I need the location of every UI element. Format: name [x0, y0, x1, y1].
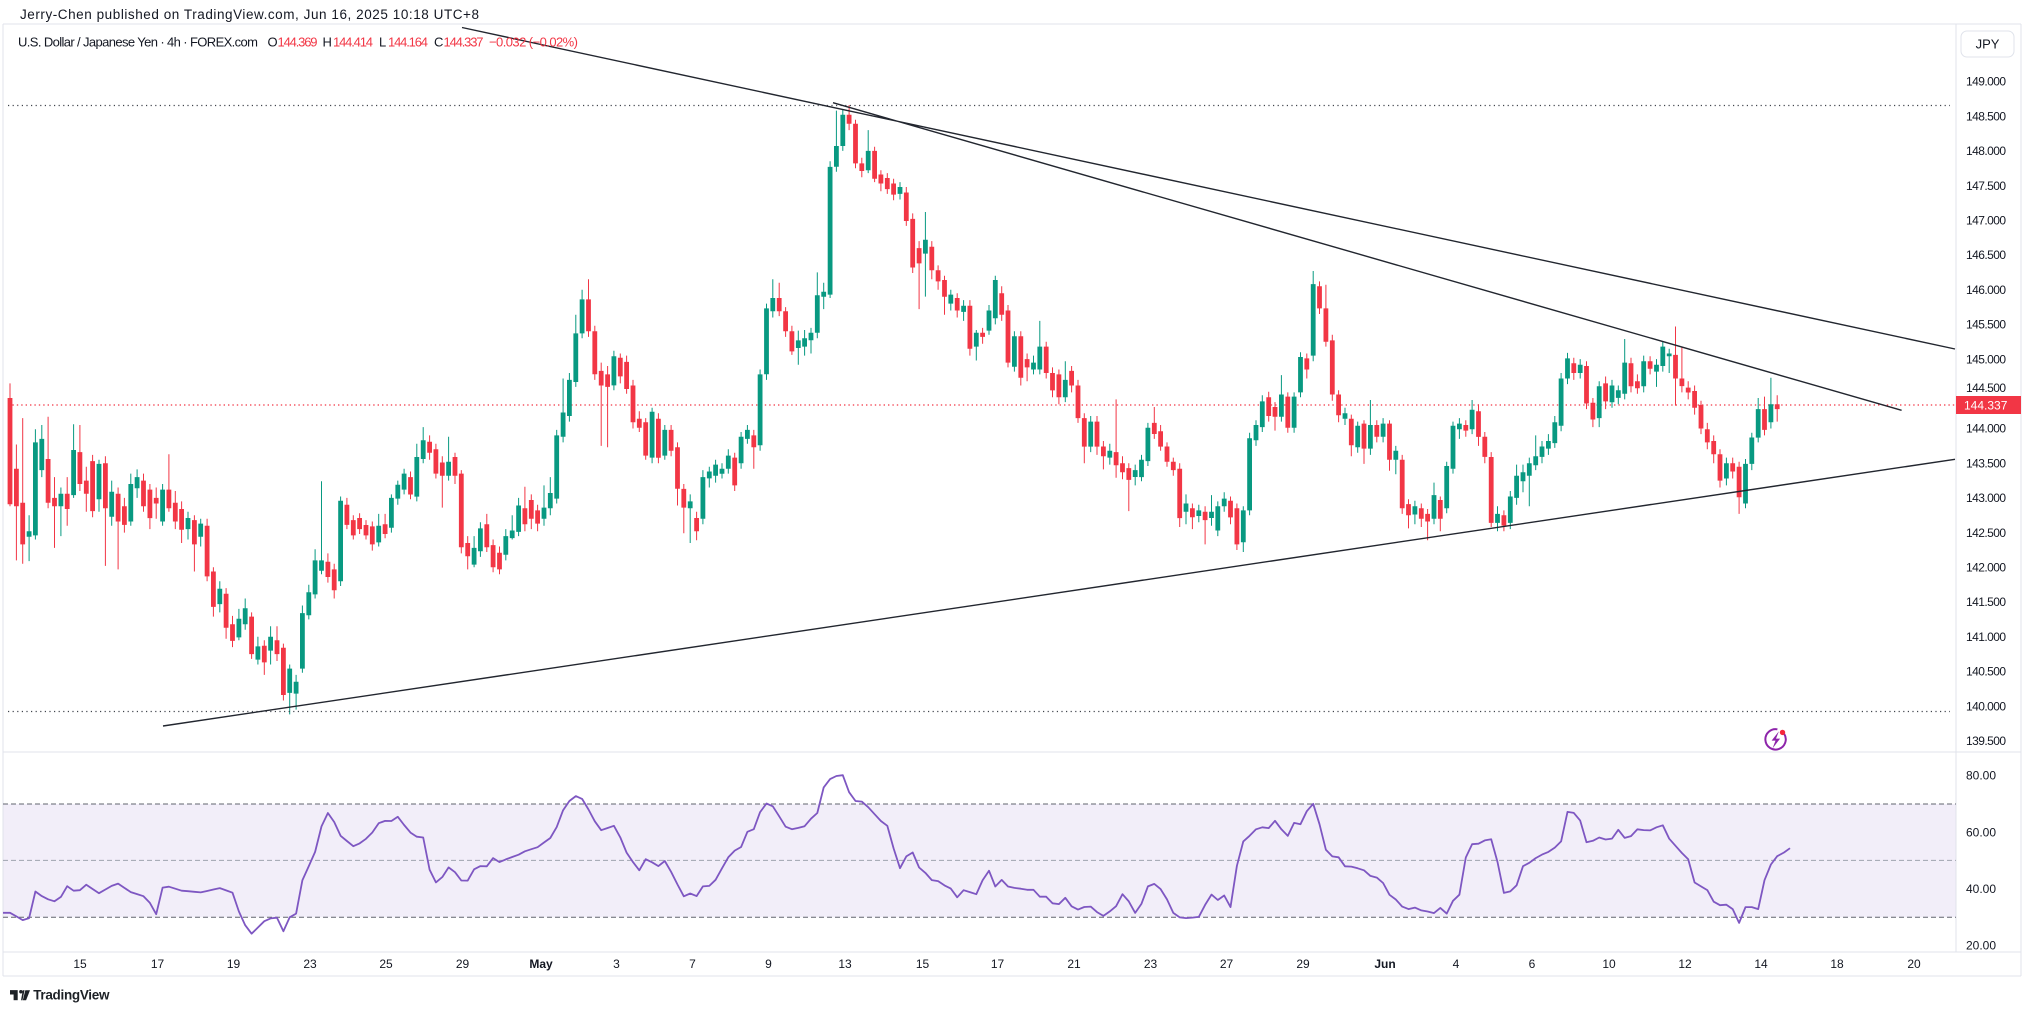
svg-text:−0.032 (−0.02%): −0.032 (−0.02%): [489, 35, 578, 50]
svg-text:145.500: 145.500: [1966, 318, 2006, 332]
svg-text:20.00: 20.00: [1966, 939, 1996, 953]
svg-text:L: L: [379, 35, 386, 50]
svg-text:Jerry-Chen published on Tradin: Jerry-Chen published on TradingView.com,…: [20, 7, 479, 22]
svg-text:139.500: 139.500: [1966, 734, 2006, 748]
svg-text:141.500: 141.500: [1966, 595, 2006, 609]
svg-text:148.500: 148.500: [1966, 109, 2006, 123]
svg-text:147.500: 147.500: [1966, 179, 2006, 193]
svg-text:15: 15: [73, 957, 87, 971]
svg-text:Jun: Jun: [1374, 957, 1395, 971]
svg-text:142.500: 142.500: [1966, 526, 2006, 540]
svg-text:15: 15: [916, 957, 930, 971]
svg-text:21: 21: [1067, 957, 1081, 971]
svg-text:23: 23: [303, 957, 317, 971]
svg-text:9: 9: [765, 957, 772, 971]
svg-text:144.000: 144.000: [1966, 422, 2006, 436]
svg-text:148.000: 148.000: [1966, 144, 2006, 158]
svg-text:C: C: [434, 35, 443, 50]
svg-text:23: 23: [1144, 957, 1158, 971]
svg-text:10: 10: [1602, 957, 1616, 971]
svg-text:JPY: JPY: [1976, 37, 2000, 52]
svg-text:19: 19: [227, 957, 241, 971]
svg-text:80.00: 80.00: [1966, 769, 1996, 783]
svg-text:144.337: 144.337: [1964, 399, 2008, 413]
svg-text:6: 6: [1529, 957, 1536, 971]
svg-text:40.00: 40.00: [1966, 882, 1996, 896]
svg-text:140.500: 140.500: [1966, 665, 2006, 679]
svg-text:4: 4: [1453, 957, 1460, 971]
svg-text:144.500: 144.500: [1966, 381, 2006, 395]
svg-text:12: 12: [1678, 957, 1692, 971]
svg-text:143.500: 143.500: [1966, 456, 2006, 470]
svg-text:29: 29: [1296, 957, 1310, 971]
svg-text:142.000: 142.000: [1966, 561, 2006, 575]
svg-text:25: 25: [379, 957, 393, 971]
svg-text:18: 18: [1830, 957, 1844, 971]
svg-text:17: 17: [991, 957, 1005, 971]
svg-text:7: 7: [689, 957, 696, 971]
svg-text:144.369: 144.369: [278, 35, 318, 50]
svg-text:141.000: 141.000: [1966, 630, 2006, 644]
svg-text:146.000: 146.000: [1966, 283, 2006, 297]
svg-text:149.000: 149.000: [1966, 75, 2006, 89]
svg-text:144.164: 144.164: [388, 35, 428, 50]
svg-text:17: 17: [151, 957, 165, 971]
svg-text:O: O: [268, 35, 278, 50]
svg-text:29: 29: [456, 957, 470, 971]
svg-text:145.000: 145.000: [1966, 352, 2006, 366]
svg-text:143.000: 143.000: [1966, 491, 2006, 505]
svg-text:13: 13: [838, 957, 852, 971]
svg-text:3: 3: [613, 957, 620, 971]
svg-text:14: 14: [1754, 957, 1768, 971]
svg-text:U.S. Dollar / Japanese Yen · 4: U.S. Dollar / Japanese Yen · 4h · FOREX.…: [18, 35, 258, 50]
svg-text:146.500: 146.500: [1966, 248, 2006, 262]
svg-text:TradingView: TradingView: [33, 988, 110, 1003]
svg-text:144.414: 144.414: [333, 35, 373, 50]
svg-text:140.000: 140.000: [1966, 699, 2006, 713]
svg-text:147.000: 147.000: [1966, 214, 2006, 228]
svg-text:144.337: 144.337: [444, 35, 484, 50]
svg-text:60.00: 60.00: [1966, 825, 1996, 839]
svg-text:27: 27: [1220, 957, 1234, 971]
svg-text:20: 20: [1907, 957, 1921, 971]
svg-text:May: May: [529, 957, 553, 971]
svg-text:H: H: [323, 35, 332, 50]
